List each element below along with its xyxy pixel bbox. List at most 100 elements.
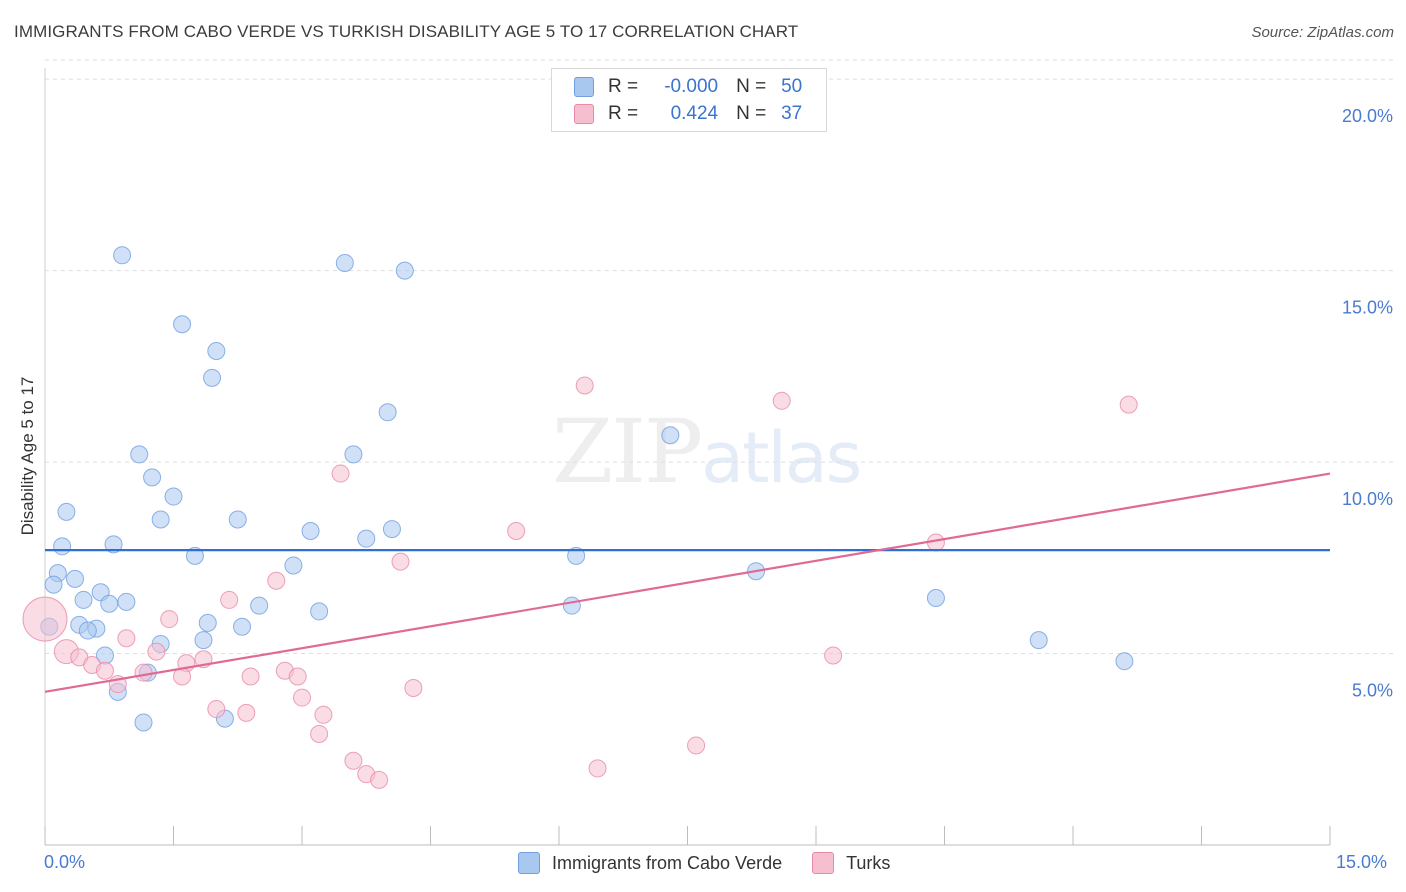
point-cabo-verde xyxy=(284,556,303,575)
point-cabo-verde xyxy=(151,510,170,529)
gridlines xyxy=(45,59,1394,655)
point-turks xyxy=(314,705,333,724)
legend-r-value: 0.424 xyxy=(670,103,719,124)
point-cabo-verde xyxy=(65,569,84,588)
point-cabo-verde xyxy=(926,589,945,608)
point-turks xyxy=(207,700,226,719)
point-cabo-verde xyxy=(1115,652,1134,671)
point-cabo-verde xyxy=(382,520,401,539)
legend-r-value: -0.000 xyxy=(664,76,719,97)
point-turks xyxy=(344,751,363,770)
legend-swatch-turks xyxy=(812,852,835,874)
point-cabo-verde xyxy=(74,590,93,609)
point-turks xyxy=(160,610,179,629)
point-cabo-verde xyxy=(357,529,376,548)
point-cabo-verde xyxy=(44,575,63,594)
point-turks xyxy=(95,661,114,680)
point-cabo-verde xyxy=(310,602,329,621)
point-turks xyxy=(575,376,594,395)
point-turks xyxy=(507,522,526,540)
point-turks xyxy=(134,663,153,682)
point-cabo-verde xyxy=(173,315,192,334)
point-cabo-verde xyxy=(301,522,320,540)
point-cabo-verde xyxy=(207,342,226,361)
point-cabo-verde xyxy=(1029,631,1048,650)
point-cabo-verde xyxy=(53,537,72,556)
legend-label-turks: Turks xyxy=(846,852,891,873)
series-legend: Immigrants from Cabo Verde Turks xyxy=(518,852,920,874)
point-turks xyxy=(288,667,307,686)
point-cabo-verde xyxy=(57,502,76,521)
legend-row-turks: R = 0.424 N = 37 xyxy=(574,102,802,126)
point-cabo-verde xyxy=(194,631,213,650)
legend-swatch-cabo-verde xyxy=(518,852,540,874)
y-tick-label: 5.0% xyxy=(1352,681,1393,701)
point-cabo-verde xyxy=(134,713,153,732)
point-cabo-verde xyxy=(228,510,247,529)
point-turks xyxy=(331,464,350,483)
point-cabo-verde xyxy=(104,535,123,554)
legend-n-label: N = xyxy=(736,103,767,124)
point-turks xyxy=(220,590,239,609)
legend-item-cabo-verde[interactable]: Immigrants from Cabo Verde xyxy=(518,852,782,874)
point-cabo-verde xyxy=(164,487,183,506)
chart-title: IMMIGRANTS FROM CABO VERDE VS TURKISH DI… xyxy=(14,22,799,41)
point-cabo-verde xyxy=(250,596,269,615)
stats-legend: R = -0.000 N = 50 R = 0.424 N = 37 xyxy=(551,68,827,132)
y-tick-label: 10.0% xyxy=(1342,489,1393,509)
point-turks xyxy=(824,646,843,665)
point-turks xyxy=(772,391,791,410)
point-cabo-verde xyxy=(562,596,581,615)
point-cabo-verde xyxy=(567,546,586,565)
trend-line-turks xyxy=(44,472,1331,693)
legend-swatch-turks xyxy=(574,104,594,124)
legend-swatch-cabo-verde xyxy=(574,77,594,97)
point-cabo-verde xyxy=(117,592,136,611)
point-turks xyxy=(391,552,410,571)
axes xyxy=(44,68,1331,846)
point-cabo-verde xyxy=(378,403,397,422)
y-tick-label: 15.0% xyxy=(1342,298,1393,318)
watermark-atlas: atlas xyxy=(701,417,862,499)
point-cabo-verde xyxy=(185,546,204,565)
x-tick-label-max: 15.0% xyxy=(1336,852,1388,872)
trend-lines xyxy=(44,472,1331,693)
legend-r-label: R = xyxy=(608,76,639,97)
point-turks xyxy=(404,679,423,697)
y-tick-labels: 5.0% 10.0% 15.0% 20.0% xyxy=(1342,106,1393,700)
point-cabo-verde xyxy=(130,445,149,464)
legend-r-label: R = xyxy=(608,103,639,124)
point-cabo-verde xyxy=(661,426,680,445)
point-cabo-verde xyxy=(198,613,217,632)
point-turks xyxy=(241,667,260,686)
point-turks xyxy=(687,736,706,755)
point-turks xyxy=(370,770,389,789)
legend-n-value: 37 xyxy=(781,103,803,124)
x-tick-label-min: 0.0% xyxy=(44,852,86,872)
point-turks xyxy=(117,629,136,648)
data-points xyxy=(22,246,1138,789)
point-cabo-verde xyxy=(233,617,252,636)
point-cabo-verde xyxy=(395,261,414,280)
legend-n-label: N = xyxy=(736,76,767,97)
point-turks xyxy=(588,759,607,778)
legend-item-turks[interactable]: Turks xyxy=(812,852,890,874)
point-turks xyxy=(310,724,329,743)
point-cabo-verde xyxy=(335,253,354,272)
point-cabo-verde xyxy=(344,445,363,464)
legend-row-cabo-verde: R = -0.000 N = 50 xyxy=(574,75,802,99)
point-cabo-verde xyxy=(203,368,222,387)
point-cabo-verde xyxy=(100,594,119,613)
watermark: ZIPatlas xyxy=(552,400,862,503)
watermark-zip: ZIP xyxy=(552,400,703,503)
legend-label-cabo-verde: Immigrants from Cabo Verde xyxy=(552,852,783,873)
y-tick-label: 20.0% xyxy=(1342,106,1393,126)
source-label: Source: ZipAtlas.com xyxy=(1251,24,1394,41)
point-turks xyxy=(293,688,311,707)
point-turks xyxy=(1119,395,1138,414)
point-cabo-verde xyxy=(143,468,162,487)
point-turks xyxy=(22,596,68,642)
legend-n-value: 50 xyxy=(781,76,803,97)
point-cabo-verde xyxy=(113,246,132,265)
